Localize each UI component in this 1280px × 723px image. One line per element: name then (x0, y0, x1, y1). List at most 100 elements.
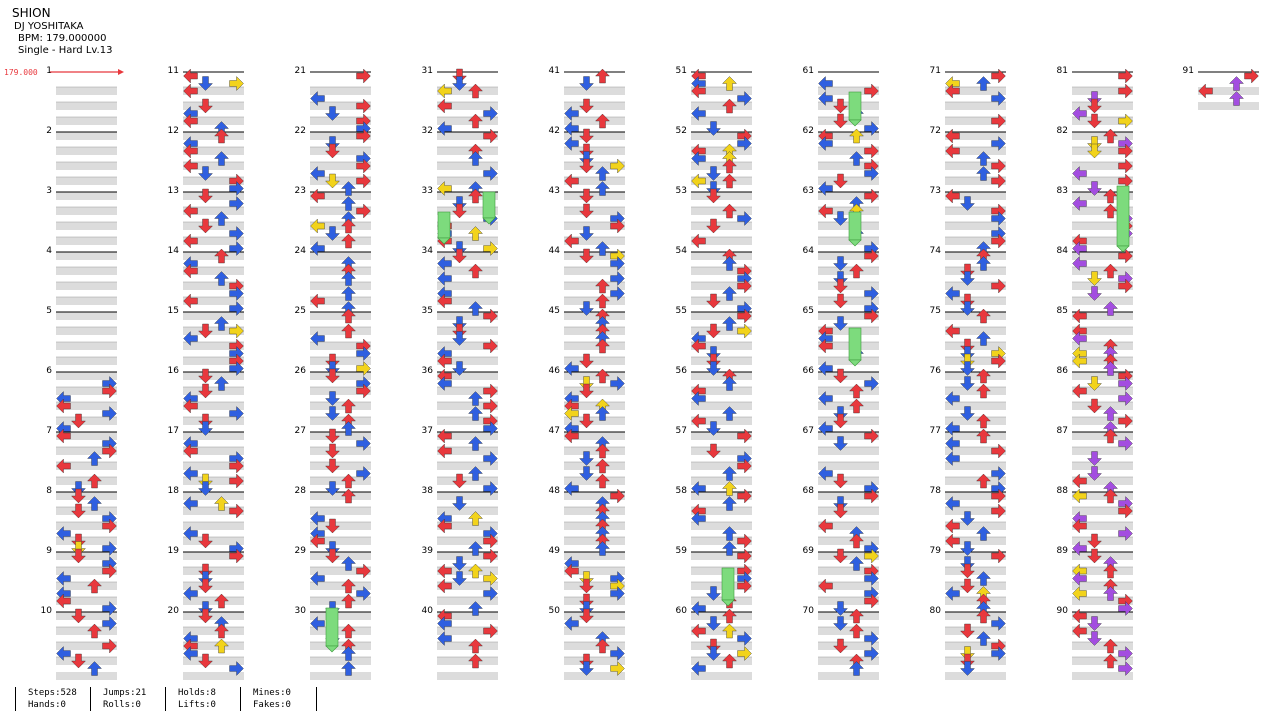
beat-band (310, 117, 371, 125)
down-arrow-icon (833, 113, 848, 129)
beat-band (1072, 417, 1133, 425)
right-arrow-icon (610, 271, 625, 286)
beat-band (183, 537, 244, 545)
measure-number: 32 (422, 126, 433, 136)
beat-band (691, 552, 752, 560)
left-arrow-icon (437, 271, 452, 286)
beat-band (564, 342, 625, 350)
down-arrow-icon (325, 443, 340, 459)
beat-band (691, 657, 752, 665)
up-arrow-icon (595, 278, 610, 294)
beat-band (691, 117, 752, 125)
beat-band (691, 402, 752, 410)
up-arrow-icon (468, 83, 483, 99)
beat-band (183, 567, 244, 575)
right-arrow-icon (356, 128, 371, 144)
beat-band (310, 372, 371, 380)
down-arrow-icon (198, 368, 213, 384)
up-arrow-icon (722, 286, 737, 301)
down-arrow-icon (706, 421, 721, 436)
beat-band (56, 252, 117, 260)
down-arrow-icon (198, 601, 213, 616)
right-arrow-icon (864, 631, 879, 646)
beat-band (183, 627, 244, 635)
left-arrow-icon (818, 136, 833, 151)
measure-number: 39 (422, 546, 434, 556)
beat-band (310, 177, 371, 185)
left-arrow-icon (183, 646, 198, 661)
beat-band (945, 192, 1006, 200)
measure-number: 15 (168, 306, 179, 316)
right-arrow-icon (991, 158, 1006, 174)
left-arrow-icon (437, 563, 452, 579)
up-arrow-icon (1103, 128, 1118, 144)
left-arrow-icon (437, 98, 452, 114)
beat-band (183, 612, 244, 620)
beat-band (818, 597, 879, 605)
beat-band (1072, 537, 1133, 545)
beat-band (818, 252, 879, 260)
down-arrow-icon (960, 653, 975, 669)
left-arrow-icon (945, 451, 960, 466)
up-arrow-icon (722, 496, 737, 511)
beat-band (183, 552, 244, 560)
right-arrow-icon (737, 646, 752, 661)
up-arrow-icon (341, 398, 356, 414)
left-arrow-icon (310, 331, 325, 346)
up-arrow-icon (722, 98, 737, 114)
left-arrow-icon (818, 578, 833, 594)
down-arrow-icon (325, 143, 340, 159)
down-arrow-icon (198, 188, 213, 204)
beat-band (691, 462, 752, 470)
up-arrow-icon (722, 158, 737, 174)
beat-band (564, 432, 625, 440)
left-arrow-icon (437, 376, 452, 391)
measure-number: 81 (1057, 66, 1068, 76)
song-title: SHION (12, 6, 51, 20)
beat-band (945, 267, 1006, 275)
right-arrow-icon (483, 128, 498, 144)
beat-band (564, 132, 625, 140)
measure-number: 26 (295, 366, 307, 376)
beat-band (310, 207, 371, 215)
measure-number: 36 (422, 366, 434, 376)
beat-band (437, 297, 498, 305)
up-arrow-icon (849, 661, 864, 676)
stat-mines-fakes: Mines:0 Fakes:0 (240, 687, 291, 711)
up-arrow-icon (1103, 188, 1118, 204)
down-arrow-icon (706, 166, 721, 181)
beat-band (437, 327, 498, 335)
down-arrow-icon (833, 473, 848, 489)
up-arrow-icon (976, 151, 991, 166)
right-arrow-icon (483, 166, 498, 181)
beat-band (818, 312, 879, 320)
beat-band (310, 492, 371, 500)
beat-band (1198, 87, 1259, 95)
up-arrow-icon (1103, 653, 1118, 669)
measure-number: 84 (1057, 246, 1069, 256)
measure-number: 60 (676, 606, 688, 616)
up-arrow-icon (595, 166, 610, 181)
beat-band (310, 597, 371, 605)
left-arrow-icon (1072, 256, 1087, 271)
beat-band (818, 642, 879, 650)
down-arrow-icon (198, 166, 213, 181)
beat-band (310, 462, 371, 470)
measure-number: 7 (46, 426, 52, 436)
beat-band (437, 462, 498, 470)
up-arrow-icon (1229, 91, 1244, 106)
right-arrow-icon (1118, 278, 1133, 294)
up-arrow-icon (595, 68, 610, 84)
right-arrow-icon (1118, 436, 1133, 451)
hold-tail (848, 119, 862, 127)
measure-number: 16 (168, 366, 180, 376)
right-arrow-icon (864, 488, 879, 504)
beat-band (818, 147, 879, 155)
beat-band (691, 162, 752, 170)
beat-band (183, 237, 244, 245)
beat-band (691, 522, 752, 530)
left-arrow-icon (56, 398, 71, 414)
up-arrow-icon (849, 128, 864, 144)
left-arrow-icon (691, 151, 706, 166)
up-arrow-icon (468, 638, 483, 654)
